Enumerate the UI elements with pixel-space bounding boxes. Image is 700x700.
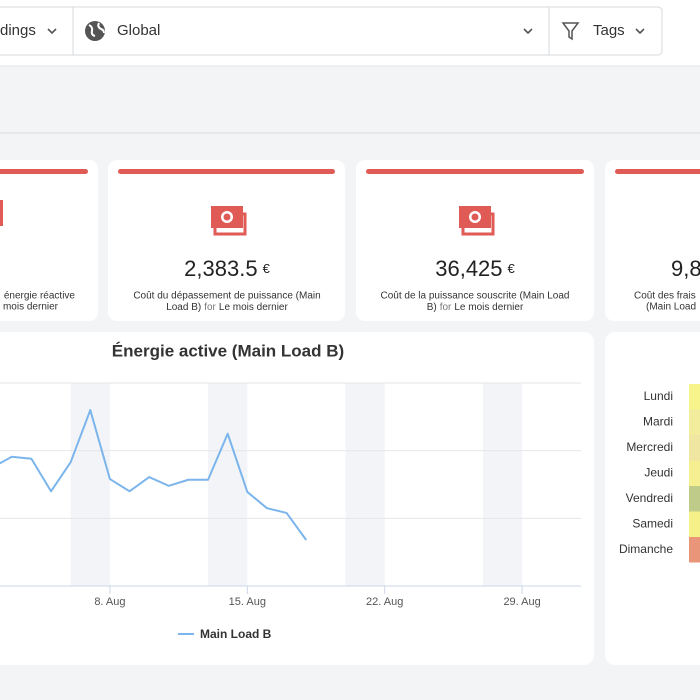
chart-title: Énergie active (Main Load B)	[112, 341, 344, 360]
card-icon	[0, 200, 3, 226]
filter-bar	[0, 6, 663, 56]
row-label: Jeudi	[644, 465, 673, 479]
card: 2,383.5 € Coût du dépassement de puissanc…	[108, 160, 345, 321]
card: 36,425 € Coût de la puissance souscrite (…	[356, 160, 594, 321]
weekend-band	[208, 383, 248, 586]
card-description: énergie réactive	[4, 291, 76, 302]
chevron	[635, 28, 645, 35]
heat-cell	[689, 537, 700, 563]
card-description: Coût de la puissance souscrite (Main Loa…	[381, 291, 570, 302]
row-label: Dimanche	[619, 542, 673, 556]
period: Le mois dernier	[454, 302, 524, 313]
filter-label: Tags	[593, 22, 625, 39]
card-accent	[366, 169, 584, 174]
desc: Load B)	[166, 302, 201, 313]
x-tick-label: 15. Aug	[229, 596, 266, 608]
heat-cell	[689, 409, 700, 435]
for: for	[204, 302, 216, 313]
buildings-filter[interactable]: dings	[0, 22, 57, 39]
heat-cell	[689, 435, 700, 461]
row-label: Vendredi	[626, 491, 673, 505]
legend-label: Main Load B	[200, 627, 272, 641]
desc: B)	[427, 302, 437, 313]
globe-icon	[85, 21, 105, 41]
card-bg	[356, 160, 594, 321]
x-tick-label: 22. Aug	[366, 596, 403, 608]
heatmap: Lundi Mardi Mercredi Jeudi Vendredi Samedi Dim…	[619, 384, 700, 563]
filter-icon	[561, 22, 580, 41]
globe-detail	[88, 22, 105, 37]
card-bg	[108, 160, 345, 321]
site-filter[interactable]: Global	[85, 21, 533, 41]
chart-panel	[0, 332, 594, 665]
heat-cell	[689, 486, 700, 512]
tags-filter[interactable]: Tags	[561, 22, 645, 41]
legend-item: Main Load B	[178, 627, 272, 641]
x-tick-label: 29. Aug	[503, 596, 540, 608]
card-description: Load B) for Le mois dernier	[166, 302, 288, 313]
unit: €	[263, 261, 271, 276]
value: 2,383.5	[184, 256, 257, 281]
row-label: Mardi	[643, 414, 673, 428]
filter-label: dings	[0, 22, 36, 39]
card-value: 36,425 €	[435, 256, 515, 281]
card-description: B) for Le mois dernier	[427, 302, 524, 313]
heat-cell	[689, 511, 700, 537]
row-label: Lundi	[644, 389, 673, 403]
heatmap-panel	[605, 332, 700, 665]
card-bg	[605, 160, 700, 321]
card: énergie réactive mois dernier	[0, 160, 98, 321]
chevron	[523, 28, 533, 35]
value: 36,425	[435, 256, 502, 281]
card-accent	[0, 169, 88, 174]
card-description: Coût du dépassement de puissance (Main	[133, 291, 320, 302]
heat-cell	[689, 384, 700, 410]
card-accent	[615, 169, 700, 174]
x-tick-label: 8. Aug	[94, 596, 125, 608]
card: 9,8 Coût des frais (Main Load	[605, 160, 700, 321]
unit: €	[508, 261, 516, 276]
weekend-band	[70, 383, 110, 586]
card-description: Coût des frais	[634, 291, 696, 302]
filter-label: Global	[117, 22, 160, 39]
card-value: 9,8	[671, 256, 700, 281]
row-label: Samedi	[632, 516, 673, 530]
card-value: 2,383.5 €	[184, 256, 270, 281]
plot: 8. Aug 15. Aug 22. Aug 29. Aug	[0, 382, 581, 608]
series-line	[0, 409, 308, 541]
card-accent	[118, 169, 335, 174]
card-bg	[0, 160, 98, 321]
for: for	[440, 302, 452, 313]
row-label: Mercredi	[626, 440, 673, 454]
chevron	[47, 28, 57, 35]
card-description: (Main Load	[646, 302, 696, 313]
card-description: mois dernier	[3, 302, 59, 313]
weekend-band	[345, 383, 385, 586]
period: Le mois dernier	[219, 302, 289, 313]
heat-cell	[689, 460, 700, 486]
weekend-band	[482, 383, 523, 586]
